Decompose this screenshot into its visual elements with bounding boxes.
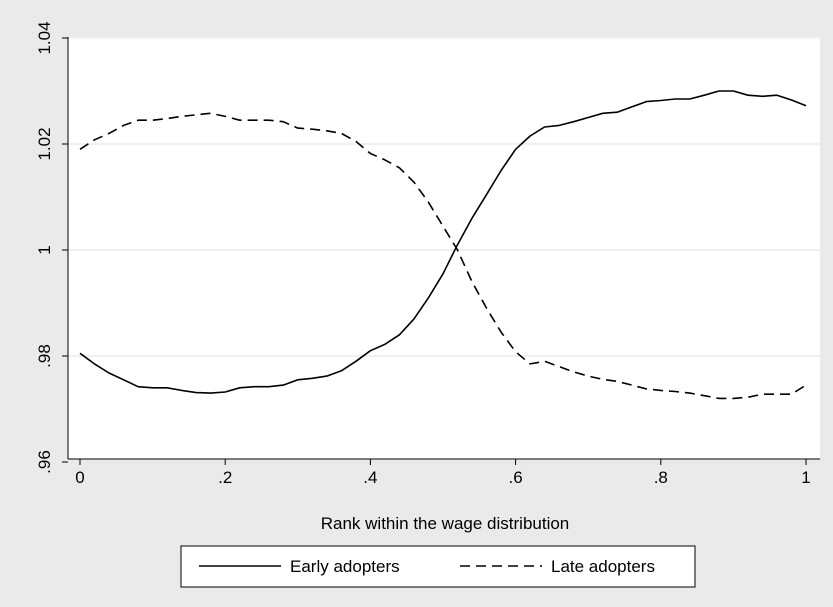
legend-label-early-adopters: Early adopters xyxy=(290,557,400,576)
x-tick-label: 0 xyxy=(75,468,84,487)
series-line-late-adopters xyxy=(79,112,807,400)
gridlines xyxy=(68,37,820,463)
y-tick-label: 1 xyxy=(35,245,54,254)
x-tick-label: .2 xyxy=(218,468,232,487)
x-tick-label: 1 xyxy=(801,468,810,487)
x-axis-title: Rank within the wage distribution xyxy=(321,514,570,533)
x-tick-label: .6 xyxy=(509,468,523,487)
y-tick-label: 1.02 xyxy=(35,127,54,160)
plot-area xyxy=(68,37,820,459)
y-tick-label: .96 xyxy=(35,450,54,474)
legend-label-late-adopters: Late adopters xyxy=(551,557,655,576)
x-tick-label: .4 xyxy=(363,468,377,487)
series-lines xyxy=(79,90,807,400)
legend: Early adopters Late adopters xyxy=(180,545,696,588)
y-tick-label: .98 xyxy=(35,344,54,368)
series-line-early-adopters xyxy=(79,90,807,394)
y-tick-label: 1.04 xyxy=(35,21,54,54)
x-tick-label: .8 xyxy=(654,468,668,487)
axis-ticks: .96 .98 1 1.02 1.04 0 .2 .4 .6 .8 1 xyxy=(35,21,811,487)
